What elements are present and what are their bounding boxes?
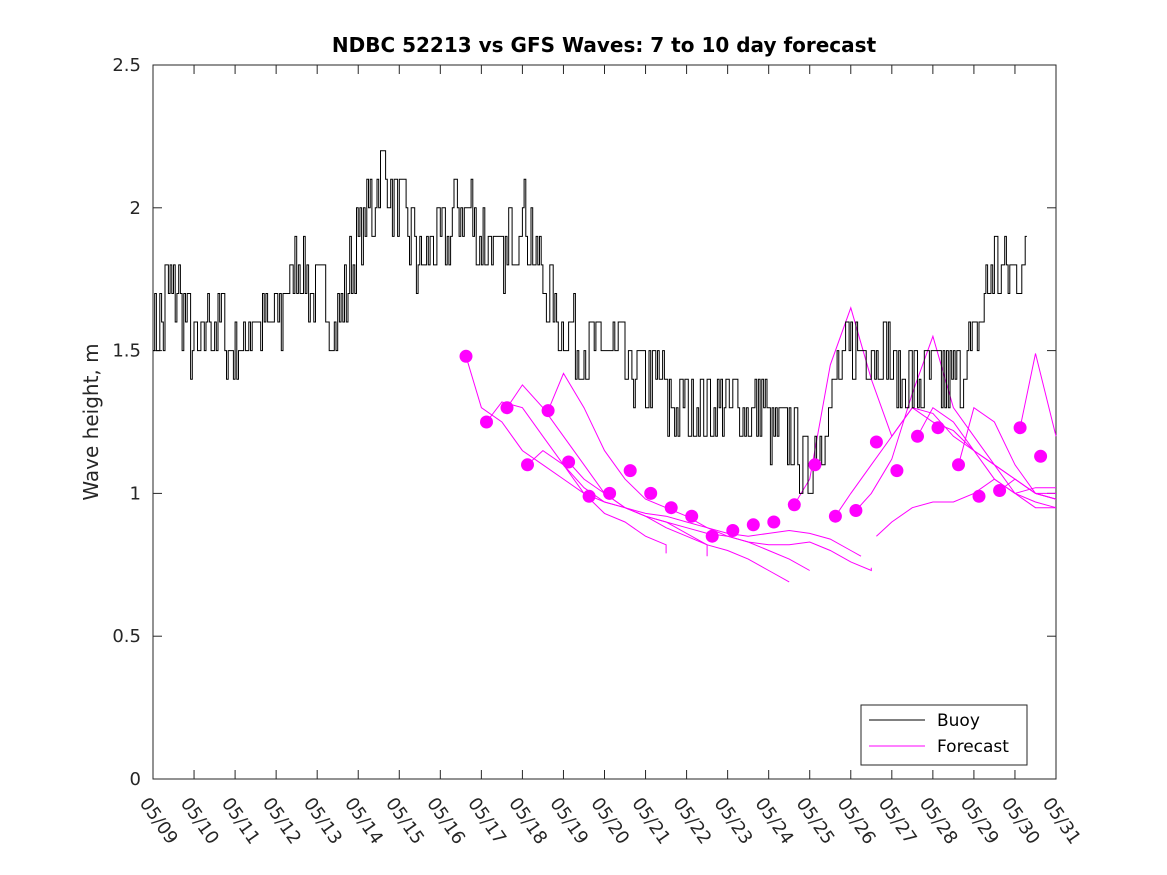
x-tick-label: 05/11: [217, 794, 264, 849]
forecast-run-line: [855, 334, 1057, 511]
x-tick-label: 05/12: [258, 794, 305, 849]
x-tick-label: 05/20: [586, 794, 633, 849]
forecast-point: [562, 455, 576, 469]
forecast-points: [459, 349, 1048, 543]
forecast-run-line: [465, 356, 862, 557]
forecast-run-line: [999, 478, 1057, 500]
y-tick-label: 1.5: [112, 341, 141, 362]
x-tick-label: 05/10: [176, 794, 223, 849]
buoy-series: [153, 150, 1027, 494]
forecast-point: [890, 464, 904, 478]
x-tick-label: 05/21: [627, 794, 674, 849]
forecast-point: [664, 501, 678, 515]
forecast-run-line: [547, 372, 810, 571]
forecast-point: [623, 464, 637, 478]
buoy-line: [153, 150, 1027, 494]
legend-label-buoy: Buoy: [937, 711, 980, 731]
x-tick-label: 05/27: [874, 794, 921, 849]
forecast-run-line: [486, 401, 872, 572]
forecast-run-line: [917, 406, 1056, 509]
x-tick-label: 05/31: [1038, 794, 1085, 849]
chart-title: NDBC 52213 vs GFS Waves: 7 to 10 day for…: [332, 33, 877, 57]
y-tick-label: 2: [130, 198, 141, 219]
forecast-point: [459, 349, 473, 363]
forecast-point: [521, 458, 534, 472]
forecast-point: [644, 486, 658, 500]
forecast-point: [705, 529, 719, 543]
forecast-point: [787, 498, 801, 512]
y-axis-label: Wave height, m: [79, 343, 103, 500]
x-tick-label: 05/24: [751, 794, 798, 849]
forecast-point: [480, 415, 493, 429]
legend: Buoy Forecast: [860, 704, 1028, 766]
forecast-point: [500, 401, 514, 415]
forecast-run-line: [568, 461, 708, 557]
forecast-point: [582, 489, 596, 503]
forecast-point: [993, 484, 1007, 497]
forecast-point: [1034, 449, 1048, 463]
y-tick-label: 2.5: [112, 55, 141, 76]
x-tick-label: 05/30: [997, 794, 1044, 849]
plot-area: [152, 64, 1057, 780]
forecast-point: [849, 504, 863, 517]
forecast-run-line: [876, 478, 1056, 537]
forecast-point: [869, 435, 883, 449]
x-tick-label: 05/23: [710, 794, 757, 849]
x-tick-label: 05/26: [833, 794, 880, 849]
forecast-run-line: [527, 449, 667, 554]
forecast-point: [541, 404, 555, 418]
x-tick-label: 05/22: [668, 794, 715, 849]
y-axis: 0 0.5 1 1.5 2 2.5: [112, 55, 1056, 790]
legend-box: [860, 704, 1028, 766]
forecast-point: [726, 524, 740, 537]
forecast-point: [828, 509, 842, 523]
legend-label-forecast: Forecast: [937, 737, 1009, 757]
forecast-point: [952, 458, 965, 472]
forecast-point: [746, 518, 760, 532]
x-tick-label: 05/15: [381, 794, 428, 849]
forecast-point: [808, 458, 822, 472]
y-tick-label: 0: [130, 769, 141, 790]
x-tick-label: 05/18: [504, 794, 551, 849]
y-tick-label: 0.5: [112, 626, 141, 647]
forecast-point: [767, 515, 781, 529]
forecast-point: [972, 489, 986, 503]
x-tick-label: 05/16: [422, 794, 469, 849]
x-tick-label: 05/09: [135, 794, 182, 849]
x-tick-label: 05/17: [463, 794, 510, 849]
forecast-run-line: [1019, 353, 1057, 437]
forecast-point: [603, 486, 617, 500]
x-tick-label: 05/14: [340, 794, 387, 849]
forecast-point: [911, 429, 924, 443]
x-tick-label: 05/28: [915, 794, 962, 849]
forecast-point: [685, 509, 699, 523]
x-tick-label: 05/19: [545, 794, 592, 849]
forecast-point: [1013, 421, 1027, 435]
forecast-point: [931, 421, 945, 435]
y-tick-label: 1: [130, 483, 141, 504]
x-tick-label: 05/13: [299, 794, 346, 849]
x-tick-label: 05/29: [956, 794, 1003, 849]
x-tick-label: 05/25: [792, 794, 839, 849]
